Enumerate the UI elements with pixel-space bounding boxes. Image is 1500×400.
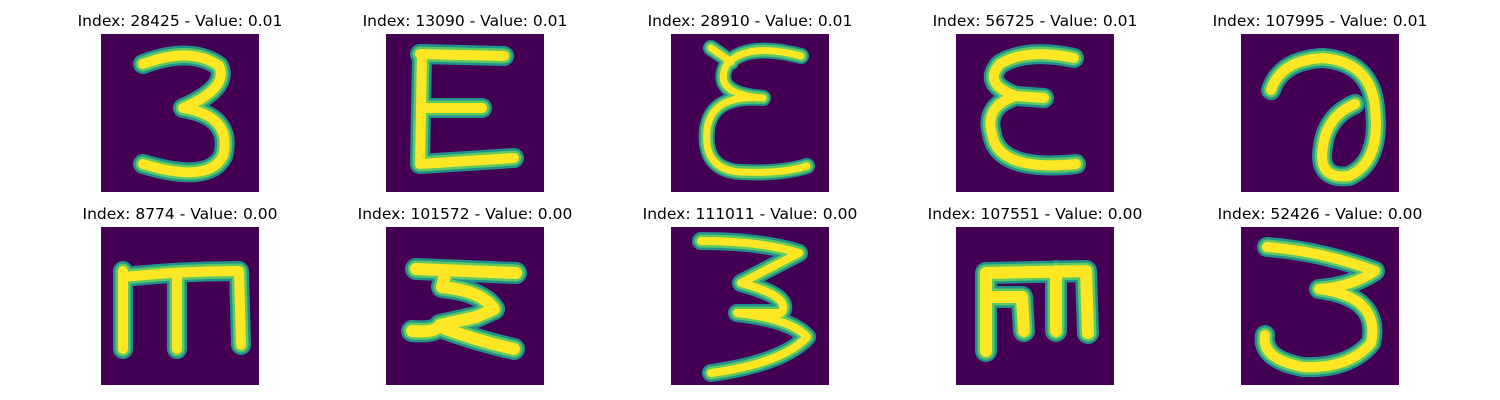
panel-2: Index: 13090 - Value: 0.01 bbox=[355, 12, 575, 192]
handwritten-three-glyph bbox=[133, 45, 235, 183]
panel-title: Index: 56725 - Value: 0.01 bbox=[932, 12, 1138, 30]
digit-image bbox=[671, 227, 829, 385]
panel-title: Index: 111011 - Value: 0.00 bbox=[642, 205, 858, 223]
panel-7: Index: 101572 - Value: 0.00 bbox=[355, 205, 575, 385]
digit-image bbox=[956, 227, 1114, 385]
panel-title: Index: 107551 - Value: 0.00 bbox=[927, 205, 1143, 223]
handwritten-cursive-e-glyph bbox=[698, 40, 815, 181]
handwritten-a-glyph bbox=[1261, 48, 1386, 187]
digit-image bbox=[386, 34, 544, 192]
panel-title: Index: 52426 - Value: 0.00 bbox=[1217, 205, 1423, 223]
digit-image bbox=[671, 34, 829, 192]
panel-title: Index: 13090 - Value: 0.01 bbox=[362, 12, 568, 30]
panel-9: Index: 107551 - Value: 0.00 bbox=[925, 205, 1145, 385]
panel-10: Index: 52426 - Value: 0.00 bbox=[1210, 205, 1430, 385]
handwritten-three-glyph bbox=[1254, 237, 1385, 378]
digit-image bbox=[1241, 34, 1399, 192]
handwritten-e-glyph bbox=[410, 44, 524, 174]
panel-8: Index: 111011 - Value: 0.00 bbox=[640, 205, 860, 385]
digit-image bbox=[1241, 227, 1399, 385]
panel-5: Index: 107995 - Value: 0.01 bbox=[1210, 12, 1430, 192]
digit-image bbox=[386, 227, 544, 385]
panel-3: Index: 28910 - Value: 0.01 bbox=[640, 12, 860, 192]
digit-image bbox=[956, 34, 1114, 192]
panel-title: Index: 107995 - Value: 0.01 bbox=[1212, 12, 1428, 30]
handwritten-m-glyph bbox=[113, 261, 251, 359]
handwritten-m-glyph bbox=[975, 260, 1099, 362]
panel-4: Index: 56725 - Value: 0.01 bbox=[925, 12, 1145, 192]
handwritten-e-glyph bbox=[980, 44, 1086, 176]
handwritten-three-glyph bbox=[692, 232, 816, 382]
panel-title: Index: 101572 - Value: 0.00 bbox=[357, 205, 573, 223]
digit-image bbox=[101, 227, 259, 385]
panel-6: Index: 8774 - Value: 0.00 bbox=[70, 205, 290, 385]
handwritten-z-glyph bbox=[401, 258, 527, 360]
digit-image bbox=[101, 34, 259, 192]
panel-title: Index: 28425 - Value: 0.01 bbox=[77, 12, 283, 30]
panel-title: Index: 8774 - Value: 0.00 bbox=[82, 205, 278, 223]
panel-1: Index: 28425 - Value: 0.01 bbox=[70, 12, 290, 192]
panel-title: Index: 28910 - Value: 0.01 bbox=[647, 12, 853, 30]
